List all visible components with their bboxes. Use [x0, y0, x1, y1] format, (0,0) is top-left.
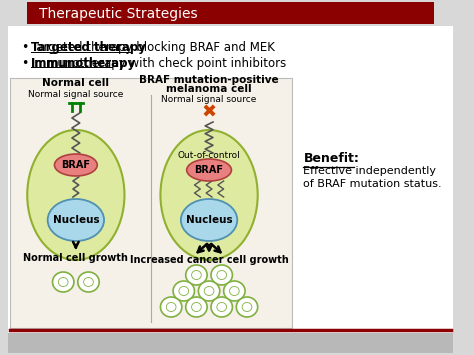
Text: Normal cell: Normal cell	[42, 78, 109, 88]
Bar	[27, 2, 434, 24]
Ellipse shape	[211, 297, 232, 317]
Bar	[8, 333, 453, 353]
Ellipse shape	[173, 281, 194, 301]
Text: BRAF mutation-positive: BRAF mutation-positive	[139, 75, 279, 85]
Ellipse shape	[48, 199, 104, 241]
Ellipse shape	[237, 297, 258, 317]
Text: Effective independently: Effective independently	[303, 166, 437, 176]
Text: Immunotherapy: Immunotherapy	[31, 56, 136, 70]
Text: BRAF: BRAF	[61, 160, 91, 170]
Text: •: •	[21, 42, 29, 55]
Text: Benefit:: Benefit:	[303, 152, 359, 165]
Text: •: •	[21, 56, 29, 70]
Ellipse shape	[27, 130, 125, 260]
Text: of BRAF mutation status.: of BRAF mutation status.	[303, 179, 442, 189]
Ellipse shape	[199, 281, 220, 301]
Ellipse shape	[55, 154, 97, 176]
Ellipse shape	[186, 265, 207, 285]
Ellipse shape	[78, 272, 99, 292]
Text: BRAF: BRAF	[194, 165, 224, 175]
Text: Targeted therapy: Targeted therapy	[31, 42, 146, 55]
Text: ✖: ✖	[201, 104, 217, 122]
Bar	[8, 26, 453, 334]
Ellipse shape	[160, 130, 258, 260]
Text: Normal cell growth: Normal cell growth	[23, 253, 128, 263]
Ellipse shape	[211, 265, 232, 285]
Ellipse shape	[160, 297, 182, 317]
Text: Normal signal source: Normal signal source	[28, 90, 124, 99]
Ellipse shape	[53, 272, 74, 292]
Ellipse shape	[186, 297, 207, 317]
Ellipse shape	[224, 281, 245, 301]
Text: Normal signal source: Normal signal source	[161, 95, 257, 104]
Text: melanoma cell: melanoma cell	[166, 84, 252, 94]
Ellipse shape	[187, 159, 231, 181]
Text: Immunotherapy with check point inhibitors: Immunotherapy with check point inhibitor…	[31, 56, 286, 70]
Text: Targeted therapy blocking BRAF and MEK: Targeted therapy blocking BRAF and MEK	[31, 42, 275, 55]
Text: Out-of-control: Out-of-control	[178, 151, 240, 160]
Text: Increased cancer cell growth: Increased cancer cell growth	[130, 255, 289, 265]
Bar	[10, 78, 292, 328]
Text: Nucleus: Nucleus	[53, 215, 99, 225]
Text: Nucleus: Nucleus	[186, 215, 232, 225]
Text: Therapeutic Strategies: Therapeutic Strategies	[39, 7, 198, 21]
Ellipse shape	[181, 199, 237, 241]
